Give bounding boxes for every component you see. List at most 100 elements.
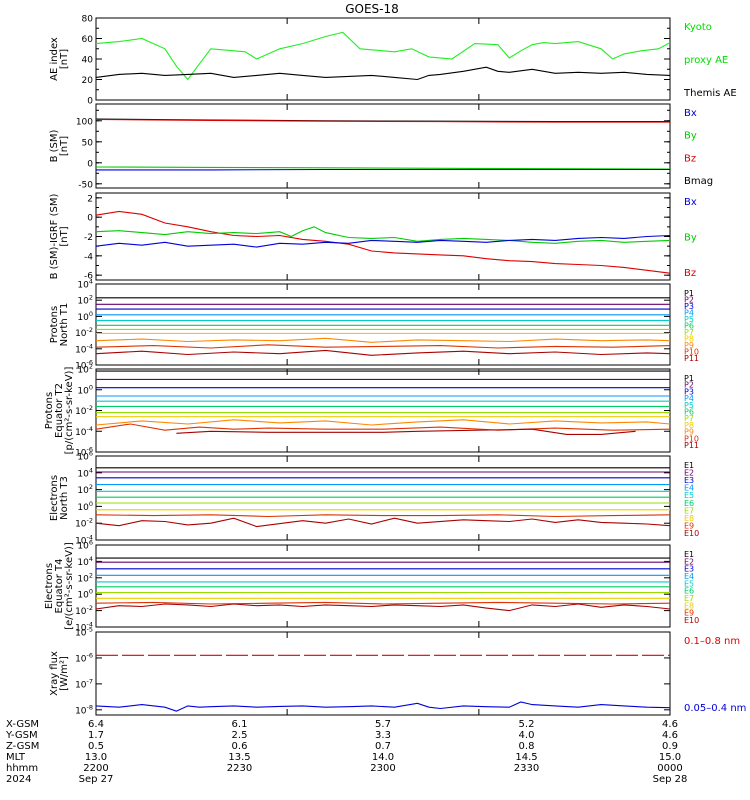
- y-tick-label: 106: [77, 450, 93, 463]
- legend-entry: P3: [684, 387, 694, 396]
- footer-value: 2.5: [232, 730, 248, 741]
- footer-value: 0.5: [88, 741, 104, 752]
- footer-row-label: Y-GSM: [5, 730, 38, 741]
- legend-entry: E9: [684, 609, 694, 618]
- y-tick-label: 10-6: [75, 359, 93, 372]
- y-tick-label: 100: [77, 588, 93, 601]
- figure-title: GOES-18: [345, 2, 399, 16]
- panel-frame: [95, 455, 671, 541]
- y-tick-label: 0: [87, 159, 93, 169]
- legend-entry: P5: [684, 315, 694, 324]
- legend-entry: P7: [684, 414, 694, 423]
- footer-value: 0.6: [232, 741, 248, 752]
- footer-value: 13.5: [228, 752, 250, 763]
- y-tick-label: 10-4: [75, 425, 93, 438]
- footer-value: 2300: [370, 763, 395, 774]
- legend-entry: P8: [684, 421, 694, 430]
- series-line-9: [95, 514, 671, 518]
- series-line-11: [95, 349, 671, 356]
- legend-entry: E3: [684, 476, 694, 485]
- y-axis-label: B (SM): [49, 129, 60, 162]
- y-tick-label: 10-2: [75, 517, 93, 530]
- series-line-2: [95, 701, 671, 712]
- y-tick-label: -4: [84, 252, 93, 262]
- footer-value: 0.7: [375, 741, 391, 752]
- panel-frame: [95, 283, 671, 366]
- y-axis-label: AE index: [49, 37, 60, 81]
- legend-entry: P6: [684, 322, 694, 331]
- y-tick-label: 102: [77, 483, 93, 496]
- legend-entry: P7: [684, 328, 694, 337]
- legend-entry: E4: [684, 484, 694, 493]
- y-axis-label: B (SM)-IGRF (SM): [49, 194, 60, 280]
- legend-entry: By: [684, 131, 697, 142]
- legend-entry: E10: [684, 529, 699, 538]
- y-tick-label: 10-4: [75, 342, 93, 355]
- y-tick-label: 102: [77, 294, 93, 307]
- footer-value: 6.1: [232, 719, 248, 730]
- series-line-1: [95, 31, 671, 81]
- legend-entry: P3: [684, 302, 694, 311]
- y-axis-label: [nT]: [59, 49, 70, 69]
- y-axis-label: Protons: [44, 392, 55, 429]
- y-tick-label: -6: [84, 272, 93, 282]
- footer-row-label: X-GSM: [6, 719, 39, 730]
- legend-entry: Bz: [684, 268, 696, 279]
- legend-entry: E2: [684, 557, 694, 566]
- legend-entry: 0.05–0.4 nm: [684, 703, 746, 714]
- footer-value: 0.8: [519, 741, 535, 752]
- y-axis-label: Electrons: [49, 475, 60, 521]
- y-tick-label: 102: [77, 571, 93, 584]
- panel-8: 10-5 10-6 10-7 10-8 Xray flux [W/m²] 0.1–0.8 n…: [49, 626, 746, 717]
- y-tick-label: 10-2: [75, 404, 93, 417]
- footer-value: 2200: [83, 763, 108, 774]
- y-tick-label: 100: [77, 383, 93, 396]
- series-line-1: [95, 210, 671, 274]
- y-tick-label: 10-2: [75, 604, 93, 617]
- y-tick-label: -50: [78, 180, 93, 190]
- legend-entry: E4: [684, 572, 694, 581]
- panel-2: 100 50 0 -50 B (SM) [nT] Bx By Bz Bmag: [49, 103, 713, 190]
- legend-entry: E1: [684, 461, 694, 470]
- series-line-9: [95, 337, 671, 343]
- footer-value: 0000: [657, 763, 682, 774]
- footer-value: 4.6: [662, 719, 678, 730]
- y-axis-label: Protons: [49, 306, 60, 343]
- legend-entry: E6: [684, 499, 694, 508]
- legend-entry: Bx: [684, 108, 697, 119]
- legend-entry: P11: [684, 354, 699, 363]
- legend-entry: Bmag: [684, 176, 713, 187]
- footer-value: 3.3: [375, 730, 391, 741]
- legend-entry: E1: [684, 550, 694, 559]
- panel-frame: [95, 544, 671, 628]
- y-tick-label: 0: [87, 97, 93, 107]
- footer-value: 5.7: [375, 719, 391, 730]
- legend-entry: Bx: [684, 197, 697, 208]
- footer-value: 2230: [227, 763, 252, 774]
- y-tick-label: 10-8: [75, 703, 93, 716]
- series-line-2: [95, 226, 671, 244]
- y-tick-label: 50: [82, 138, 94, 148]
- legend-entry: E8: [684, 514, 694, 523]
- y-tick-label: -2: [84, 233, 93, 243]
- legend-entry: P4: [684, 394, 694, 403]
- legend-entry: P1: [684, 374, 694, 383]
- legend-entry: P9: [684, 428, 694, 437]
- y-axis-label: [p/(cm²-s-sr-keV)]: [64, 367, 75, 455]
- series-line-10: [95, 603, 671, 612]
- y-tick-label: 100: [77, 500, 93, 513]
- panel-1: 80 60 40 20 0 AE index [nT] Kyoto proxy AE Themis…: [49, 15, 737, 107]
- footer-value: Sep 28: [653, 774, 688, 785]
- y-tick-label: 100: [76, 117, 93, 127]
- footer-value: 14.5: [515, 752, 537, 763]
- legend-entry: E9: [684, 521, 694, 530]
- legend-entry: E3: [684, 565, 694, 574]
- y-tick-label: 0: [87, 214, 93, 224]
- legend-entry: 0.1–0.8 nm: [684, 636, 740, 647]
- y-tick-label: 80: [82, 15, 94, 25]
- y-tick-label: 10-5: [75, 626, 93, 639]
- panel-5: 102 100 10-2 10-4 10-6 Protons Equator T2 [p/(c…: [44, 363, 699, 459]
- legend-entry: Kyoto: [684, 22, 712, 33]
- legend-entry: E5: [684, 491, 694, 500]
